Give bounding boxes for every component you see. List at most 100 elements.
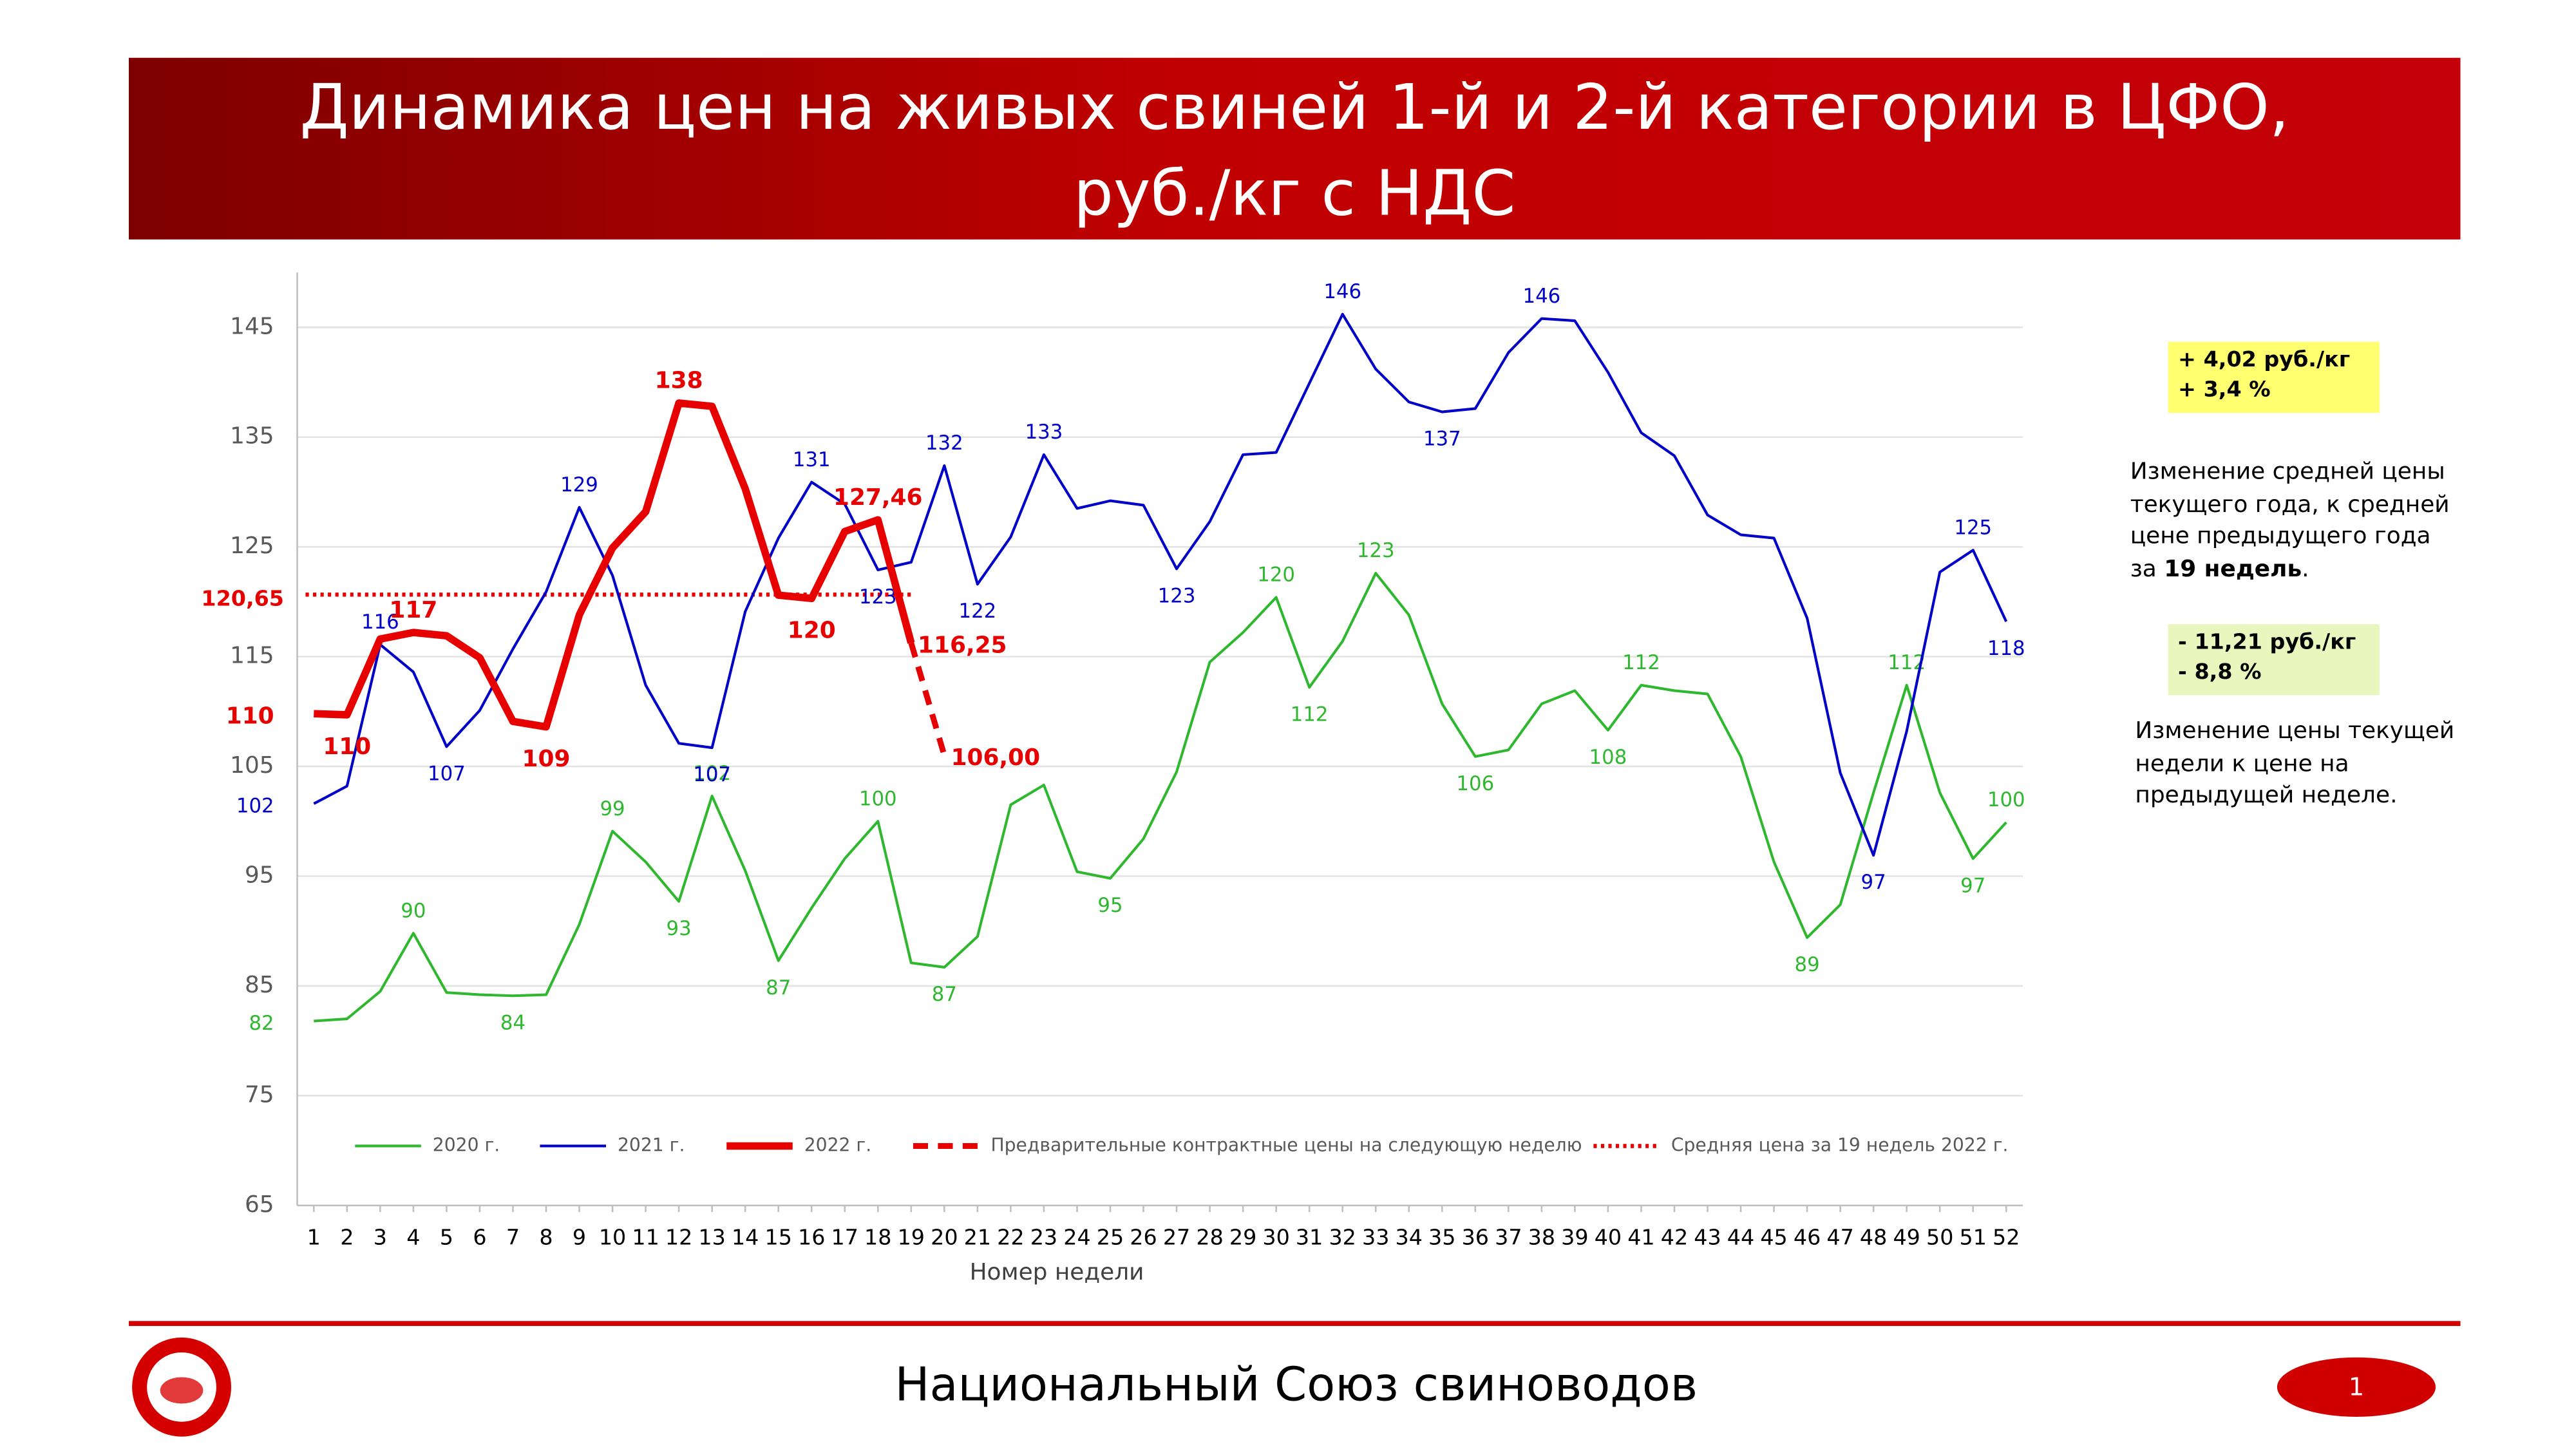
data-label: 132 — [925, 431, 963, 455]
x-tick-label: 13 — [698, 1225, 725, 1250]
x-tick-label: 16 — [798, 1225, 825, 1250]
series-line — [313, 312, 2008, 857]
data-label: 120 — [788, 618, 836, 644]
data-label: 89 — [1795, 953, 1820, 976]
x-tick-label: 21 — [964, 1225, 991, 1250]
data-label: 100 — [1987, 788, 2025, 811]
y-tick-label: 75 — [245, 1081, 274, 1108]
data-label: 131 — [793, 448, 831, 471]
x-tick-label: 25 — [1097, 1225, 1124, 1250]
x-tick-label: 8 — [539, 1225, 553, 1250]
y-tick-label: 115 — [230, 643, 274, 669]
series-line — [314, 572, 2007, 1023]
data-label: 97 — [1960, 874, 1985, 897]
title-line: руб./кг с НДС — [1074, 156, 1516, 230]
x-tick-label: 42 — [1661, 1225, 1688, 1250]
legend-label: 2021 г. — [618, 1134, 685, 1155]
data-label: 109 — [522, 746, 571, 772]
x-tick-label: 4 — [406, 1225, 420, 1250]
note-text-bold: 19 недель — [2164, 555, 2302, 582]
x-tick-label: 35 — [1428, 1225, 1455, 1250]
x-tick-label: 34 — [1396, 1225, 1423, 1250]
organization: Национальный Союз свиноводов — [895, 1357, 1698, 1412]
x-tick-label: 37 — [1495, 1225, 1522, 1250]
x-tick-label: 5 — [440, 1225, 453, 1250]
x-tick-label: 47 — [1826, 1225, 1853, 1250]
logo — [132, 1337, 231, 1437]
note-text-part: Изменение цены текущей недели к цене на … — [2135, 718, 2455, 810]
y-tick-label: 85 — [245, 972, 274, 998]
note-value: + 3,4 % — [2178, 378, 2271, 403]
data-label: 146 — [1323, 280, 1361, 303]
x-tick-label: 29 — [1229, 1225, 1256, 1250]
x-tick-label: 41 — [1627, 1225, 1654, 1250]
x-tick-label: 2 — [340, 1225, 354, 1250]
x-tick-label: 27 — [1163, 1225, 1190, 1250]
y-tick-label: 65 — [245, 1191, 274, 1218]
x-tick-label: 44 — [1727, 1225, 1754, 1250]
data-label: 110 — [226, 703, 274, 729]
data-label: 102 — [693, 762, 731, 785]
x-tick-label: 49 — [1893, 1225, 1920, 1250]
x-tick-label: 7 — [506, 1225, 520, 1250]
data-label: 116,25 — [918, 632, 1007, 658]
data-label: 112 — [1622, 651, 1660, 674]
x-tick-label: 15 — [764, 1225, 791, 1250]
x-axis-title: Номер недели — [970, 1259, 1144, 1285]
x-tick-label: 22 — [997, 1225, 1024, 1250]
note-value: - 8,8 % — [2178, 660, 2262, 686]
data-label: 97 — [1861, 871, 1886, 894]
x-tick-label: 48 — [1860, 1225, 1887, 1250]
header: Динамика цен на живых свиней 1-й и 2-й к… — [128, 57, 2461, 240]
data-label: 138 — [655, 368, 703, 394]
data-label: 108 — [1589, 746, 1627, 769]
x-tick-label: 31 — [1296, 1225, 1323, 1250]
data-label: 106 — [1456, 772, 1494, 795]
data-label: 107 — [693, 763, 731, 786]
data-label: 116 — [361, 611, 399, 634]
data-label: 93 — [667, 917, 692, 940]
x-tick-label: 6 — [473, 1225, 486, 1250]
title-line: Динамика цен на живых свиней 1-й и 2-й к… — [299, 71, 2289, 144]
note-box: - 11,21 руб./кг - 8,8 % — [2168, 624, 2380, 696]
series-line — [908, 642, 947, 757]
legend-label: 2022 г. — [804, 1134, 871, 1155]
x-tick-label: 3 — [374, 1225, 387, 1250]
data-label: 123 — [1158, 584, 1196, 607]
data-label: 123 — [859, 585, 897, 609]
x-tick-label: 52 — [1993, 1225, 2020, 1250]
data-label: 125 — [1954, 516, 1992, 539]
y-tick-label: 135 — [230, 423, 274, 450]
x-tick-label: 51 — [1960, 1225, 1987, 1250]
x-tick-label: 10 — [599, 1225, 626, 1250]
x-tick-label: 23 — [1030, 1225, 1057, 1250]
data-label: 90 — [401, 899, 426, 922]
y-tick-label: 145 — [230, 313, 274, 339]
data-label: 117 — [389, 597, 437, 623]
footer-line — [128, 1321, 2461, 1326]
x-tick-label: 40 — [1595, 1225, 1622, 1250]
x-tick-label: 24 — [1063, 1225, 1090, 1250]
data-label: 107 — [428, 762, 466, 785]
note-text: Изменение цены текущей недели к цене на … — [2135, 717, 2465, 813]
legend-label: Средняя цена за 19 недель 2022 г. — [1671, 1134, 2009, 1155]
x-tick-label: 43 — [1694, 1225, 1721, 1250]
x-tick-label: 38 — [1528, 1225, 1555, 1250]
x-tick-label: 26 — [1130, 1225, 1157, 1250]
x-tick-label: 1 — [307, 1225, 321, 1250]
data-label: 146 — [1523, 285, 1561, 308]
x-tick-label: 28 — [1196, 1225, 1223, 1250]
data-label: 123 — [1357, 539, 1395, 562]
x-tick-label: 20 — [931, 1225, 958, 1250]
note-text: Изменение средней цены текущего года, к … — [2130, 457, 2461, 586]
series-line — [314, 399, 915, 731]
x-tick-label: 14 — [732, 1225, 759, 1250]
reference-label: 120,65 — [201, 586, 284, 611]
x-tick-label: 45 — [1760, 1225, 1787, 1250]
note-value: + 4,02 руб./кг — [2178, 348, 2351, 374]
data-label: 87 — [766, 976, 791, 999]
data-label: 120 — [1257, 564, 1295, 587]
data-label: 84 — [500, 1011, 526, 1034]
